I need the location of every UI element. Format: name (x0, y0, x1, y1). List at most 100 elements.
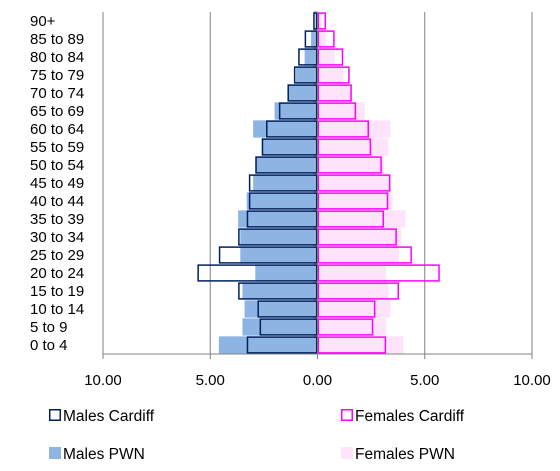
y-tick-label-0: 0 to 4 (30, 337, 68, 354)
bar-males-pwn-0 (218, 336, 318, 354)
bar-males-cardiff-16 (298, 48, 318, 66)
bar-males-pwn-13 (274, 102, 318, 120)
bar-females-cardiff-1 (317, 318, 374, 336)
bar-males-cardiff-11 (261, 138, 318, 156)
y-tick-label-2: 10 to 14 (30, 301, 84, 318)
legend-females-pwn-swatch (341, 447, 353, 459)
y-tick-label-5: 25 to 29 (30, 247, 84, 264)
bar-males-pwn-1 (242, 318, 318, 336)
bar-males-cardiff-12 (266, 120, 318, 138)
bar-females-pwn-18 (317, 12, 322, 30)
x-tick-label-3: 5.00 (410, 372, 439, 389)
bar-males-cardiff-15 (293, 66, 318, 84)
bar-males-pwn-4 (255, 264, 318, 282)
bar-females-pwn-5 (317, 246, 400, 264)
bar-males-cardiff-8 (248, 192, 318, 210)
bar-females-pwn-11 (317, 138, 389, 156)
bar-males-cardiff-10 (255, 156, 318, 174)
bar-males-pwn-6 (240, 228, 318, 246)
bar-males-pwn-11 (261, 138, 318, 156)
legend-males-cardiff-label: Males Cardiff (63, 408, 155, 425)
y-tick-label-17: 85 to 89 (30, 31, 84, 48)
bar-females-pwn-10 (317, 156, 384, 174)
x-tick-label-2: 0.00 (303, 372, 332, 389)
bar-females-pwn-14 (317, 84, 352, 102)
bar-males-cardiff-18 (313, 12, 318, 30)
bar-females-pwn-17 (317, 30, 327, 48)
bar-females-cardiff-7 (317, 210, 384, 228)
bar-males-pwn-8 (246, 192, 318, 210)
bar-females-pwn-12 (317, 120, 391, 138)
bar-females-cardiff-16 (317, 48, 344, 66)
bar-males-cardiff-9 (248, 174, 318, 192)
bar-males-cardiff-1 (259, 318, 318, 336)
bar-females-pwn-1 (317, 318, 387, 336)
bar-males-cardiff-0 (246, 336, 318, 354)
y-tick-label-16: 80 to 84 (30, 49, 84, 66)
y-tick-label-10: 50 to 54 (30, 157, 84, 174)
y-tick-label-7: 35 to 39 (30, 211, 84, 228)
y-tick-label-1: 5 to 9 (30, 319, 68, 336)
bar-females-cardiff-6 (317, 228, 397, 246)
bar-males-cardiff-7 (246, 210, 318, 228)
x-tick-label-4: 10.00 (513, 372, 551, 389)
bar-females-pwn-8 (317, 192, 393, 210)
legend-females-cardiff-label: Females Cardiff (355, 408, 465, 425)
legend-males-cardiff-swatch (49, 409, 61, 421)
bar-females-cardiff-2 (317, 300, 376, 318)
bar-females-cardiff-13 (317, 102, 357, 120)
bar-females-cardiff-15 (317, 66, 350, 84)
bar-females-cardiff-0 (317, 336, 387, 354)
bar-males-cardiff-4 (197, 264, 318, 282)
bar-females-cardiff-18 (317, 12, 327, 30)
legend-females-cardiff-swatch (341, 409, 353, 421)
bar-females-cardiff-3 (317, 282, 400, 300)
bar-males-pwn-7 (238, 210, 318, 228)
y-tick-label-6: 30 to 34 (30, 229, 84, 246)
bar-males-pwn-16 (304, 48, 318, 66)
bar-females-pwn-2 (317, 300, 391, 318)
bar-males-pwn-10 (255, 156, 318, 174)
bar-females-pwn-13 (317, 102, 365, 120)
bar-females-pwn-4 (317, 264, 387, 282)
bar-females-cardiff-17 (317, 30, 335, 48)
y-tick-label-9: 45 to 49 (30, 175, 84, 192)
bar-females-pwn-9 (317, 174, 391, 192)
bar-males-pwn-17 (311, 30, 318, 48)
bar-females-pwn-7 (317, 210, 406, 228)
bar-females-pwn-6 (317, 228, 402, 246)
legend-females-pwn-label: Females PWN (355, 446, 455, 463)
bar-females-pwn-3 (317, 282, 389, 300)
bar-males-pwn-12 (253, 120, 318, 138)
y-tick-label-18: 90+ (30, 13, 56, 30)
bar-females-pwn-15 (317, 66, 344, 84)
x-tick-label-0: 10.00 (84, 372, 122, 389)
bar-females-cardiff-4 (317, 264, 440, 282)
y-tick-label-14: 70 to 74 (30, 85, 84, 102)
bar-females-cardiff-12 (317, 120, 369, 138)
bar-males-cardiff-2 (257, 300, 318, 318)
y-tick-label-13: 65 to 69 (30, 103, 84, 120)
bar-females-pwn-0 (317, 336, 404, 354)
y-tick-label-11: 55 to 59 (30, 139, 84, 156)
bar-males-cardiff-14 (287, 84, 318, 102)
bar-males-cardiff-13 (278, 102, 318, 120)
bar-females-cardiff-11 (317, 138, 372, 156)
bar-males-cardiff-3 (238, 282, 318, 300)
bar-females-cardiff-10 (317, 156, 382, 174)
bar-males-pwn-9 (253, 174, 318, 192)
x-tick-label-1: 5.00 (196, 372, 225, 389)
bar-females-pwn-16 (317, 48, 335, 66)
bar-males-pwn-3 (242, 282, 318, 300)
bar-males-pwn-2 (244, 300, 318, 318)
legend-males-pwn-label: Males PWN (63, 446, 145, 463)
bar-males-pwn-15 (296, 66, 318, 84)
bar-females-cardiff-14 (317, 84, 352, 102)
bar-males-cardiff-5 (218, 246, 318, 264)
y-tick-label-3: 15 to 19 (30, 283, 84, 300)
y-tick-label-4: 20 to 24 (30, 265, 84, 282)
bar-males-pwn-5 (240, 246, 318, 264)
bar-females-cardiff-8 (317, 192, 389, 210)
